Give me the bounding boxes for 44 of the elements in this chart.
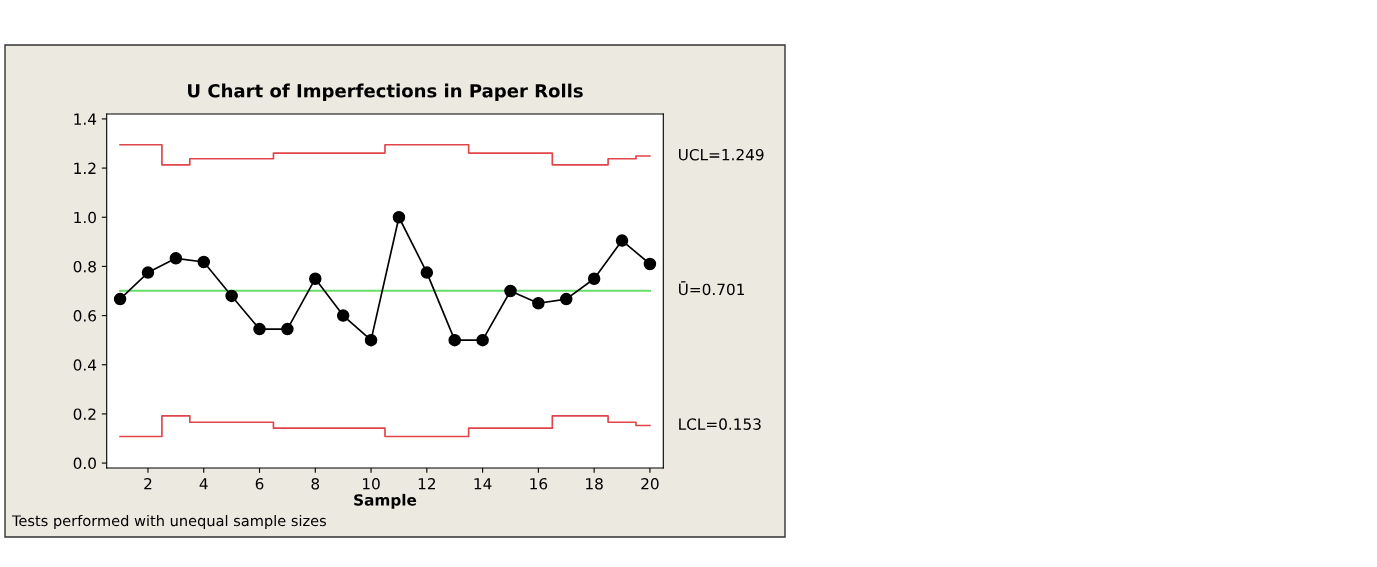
x-tick-label: 6 (255, 477, 264, 490)
x-tick-label: 4 (199, 478, 208, 490)
point (309, 272, 322, 285)
y-tick-label: 0.2 (73, 408, 96, 420)
point (169, 252, 183, 265)
x-tick-label: 12 (418, 477, 436, 490)
point (113, 292, 127, 306)
y-tick-label: 0.4 (73, 359, 97, 371)
y-tick-label: 1.4 (74, 113, 97, 125)
point (197, 255, 210, 269)
point (504, 284, 517, 298)
x-tick-label: 20 (641, 477, 659, 490)
x-tick-label: 10 (363, 477, 380, 490)
y-tick-label: 0.8 (73, 260, 96, 273)
x-tick-label: 14 (474, 478, 492, 490)
point (141, 266, 155, 279)
chart-title: U Chart of Imperfections in Paper Rolls (188, 83, 583, 102)
series-label: UCL=1.249 (679, 148, 764, 161)
point (448, 333, 461, 347)
point (392, 210, 406, 224)
point (225, 289, 238, 303)
x-axis-title: Sample (354, 493, 417, 509)
y-tick-label: 1.0 (74, 211, 96, 224)
y-tick-label: 0.6 (73, 310, 97, 322)
point (532, 297, 545, 310)
x-tick-label: 2 (144, 477, 152, 490)
point (643, 257, 657, 271)
point (587, 272, 601, 285)
point (336, 309, 350, 322)
ref-line-label: Ū=0.701 (679, 281, 744, 296)
point (420, 266, 434, 279)
y-tick-label: 0.0 (73, 457, 96, 470)
series-label: LCL=0.153 (679, 418, 761, 430)
point (476, 333, 489, 347)
y-tick-label: 1.2 (74, 162, 96, 174)
x-tick-label: 18 (586, 477, 603, 490)
point (364, 333, 378, 347)
point (560, 292, 573, 306)
point (281, 322, 294, 336)
point (253, 322, 266, 336)
x-tick-label: 8 (311, 477, 320, 490)
x-tick-label: 16 (530, 477, 548, 490)
text: Tests performed with unequal sample sizes (11, 514, 327, 530)
point (615, 234, 629, 247)
